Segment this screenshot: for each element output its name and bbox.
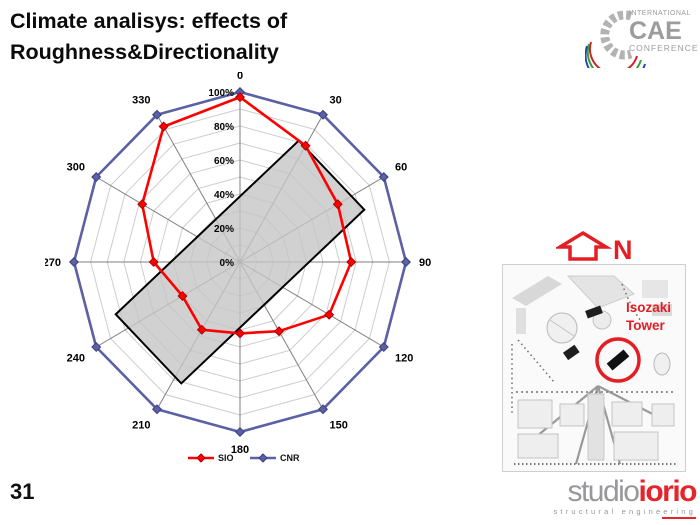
- marker-SIO: [234, 328, 246, 339]
- map-boulevard: [587, 393, 605, 461]
- legend-marker-CNR: [258, 453, 268, 463]
- legend-label-SIO: SIO: [218, 453, 234, 463]
- marker-SIO: [148, 256, 159, 268]
- radar-chart: 0% 20% 40% 60% 80% 100% 0 30 60 90 120 150 180 210 240…: [43, 70, 440, 477]
- studio-iorio-logo: studioiorio structural engineering: [528, 475, 698, 519]
- page-number: 31: [10, 479, 35, 504]
- studio-logo-red-rule: [662, 517, 696, 519]
- tower-highlight-circle: [595, 337, 641, 383]
- marker-CNR: [151, 109, 163, 120]
- map-block: [613, 431, 659, 461]
- iorio-word: iorio: [638, 475, 698, 508]
- map-dark-building: [562, 344, 580, 361]
- marker-SIO: [346, 256, 357, 268]
- radial-tick-label: 0%: [220, 258, 235, 269]
- marker-SIO: [137, 199, 148, 210]
- legend-label-CNR: CNR: [280, 453, 300, 463]
- slide-title-line2: Roughness&Directionality: [10, 40, 279, 65]
- map-tree-row: [517, 339, 555, 383]
- marker-CNR: [317, 404, 329, 415]
- north-label: N: [613, 235, 633, 265]
- cae-conference-logo: INTERNATIONAL CAE CONFERENCE: [584, 2, 698, 87]
- marker-CNR: [400, 256, 412, 268]
- marker-SIO: [324, 309, 335, 320]
- marker-SIO: [234, 92, 246, 103]
- cae-logo-line1: INTERNATIONAL: [629, 10, 691, 17]
- north-arrow-svg: N: [553, 230, 633, 265]
- marker-CNR: [234, 426, 246, 438]
- slide-title: Climate analisys: effects of Roughness&D…: [10, 6, 410, 68]
- map-detail-line: [549, 319, 575, 337]
- direction-label-30: 30: [330, 95, 342, 107]
- isozaki-label-line1: Isozaki: [626, 300, 671, 315]
- direction-label-180: 180: [231, 444, 249, 456]
- radar-chart-svg: 0% 20% 40% 60% 80% 100%0 30 60 90 120 150 180 210 240…: [43, 70, 432, 463]
- studio-tagline: structural engineering: [553, 507, 696, 516]
- direction-label-330: 330: [132, 95, 150, 107]
- radial-tick-label: 40%: [214, 190, 234, 201]
- map-plaza-circle: [653, 352, 671, 376]
- marker-CNR: [378, 171, 389, 183]
- map-building: [516, 308, 526, 334]
- slide-title-line1: Climate analisys: effects of: [10, 9, 288, 33]
- map-tree-row: [621, 283, 649, 331]
- map-building: [512, 276, 562, 306]
- direction-label-150: 150: [330, 419, 348, 431]
- cae-stone-ring: [600, 10, 633, 60]
- building-footprint-rect: [114, 139, 366, 385]
- direction-label-240: 240: [67, 353, 85, 365]
- map-block: [651, 403, 675, 427]
- map-building: [642, 280, 668, 298]
- direction-label-60: 60: [395, 162, 407, 174]
- direction-label-0: 0: [237, 72, 243, 82]
- north-indicator: N: [553, 228, 652, 266]
- map-block: [611, 401, 643, 427]
- marker-SIO: [196, 324, 207, 335]
- marker-CNR: [151, 404, 163, 415]
- legend-marker-SIO: [196, 453, 206, 463]
- direction-label-270: 270: [45, 257, 61, 269]
- marker-CNR: [91, 171, 102, 183]
- cae-logo-line2: CAE: [629, 17, 682, 45]
- direction-label-210: 210: [132, 419, 150, 431]
- map-block: [517, 433, 559, 459]
- marker-SIO: [274, 326, 285, 337]
- marker-CNR: [317, 109, 329, 120]
- map-block: [559, 403, 585, 427]
- radial-tick-label: 100%: [208, 88, 234, 99]
- map-dark-building: [585, 305, 603, 319]
- direction-label-300: 300: [67, 162, 85, 174]
- marker-SIO: [300, 140, 311, 151]
- cae-logo-graphic: INTERNATIONAL CAE CONFERENCE: [584, 10, 698, 87]
- studio-iorio-wordmark: studioiorio: [528, 475, 698, 508]
- direction-label-120: 120: [395, 353, 413, 365]
- north-arrow-icon: [553, 230, 613, 261]
- direction-label-90: 90: [419, 257, 431, 269]
- marker-CNR: [378, 341, 389, 353]
- site-plan-svg: Isozaki Tower: [502, 264, 686, 472]
- radial-tick-label: 80%: [214, 122, 234, 133]
- studio-word: studio: [567, 475, 640, 508]
- radial-tick-label: 20%: [214, 224, 234, 235]
- isozaki-label-line2: Tower: [626, 318, 665, 333]
- map-block: [517, 399, 553, 429]
- site-plan-map: Isozaki Tower: [502, 264, 686, 472]
- isozaki-tower-footprint: [606, 349, 630, 371]
- radial-tick-label: 60%: [214, 156, 234, 167]
- marker-CNR: [68, 256, 80, 268]
- marker-CNR: [91, 341, 102, 353]
- marker-SIO: [158, 121, 169, 132]
- cae-logo-line3: CONFERENCE: [629, 43, 697, 53]
- marker-SIO: [177, 290, 188, 302]
- marker-SIO: [332, 199, 343, 210]
- map-building: [566, 275, 635, 309]
- map-building: [652, 304, 672, 316]
